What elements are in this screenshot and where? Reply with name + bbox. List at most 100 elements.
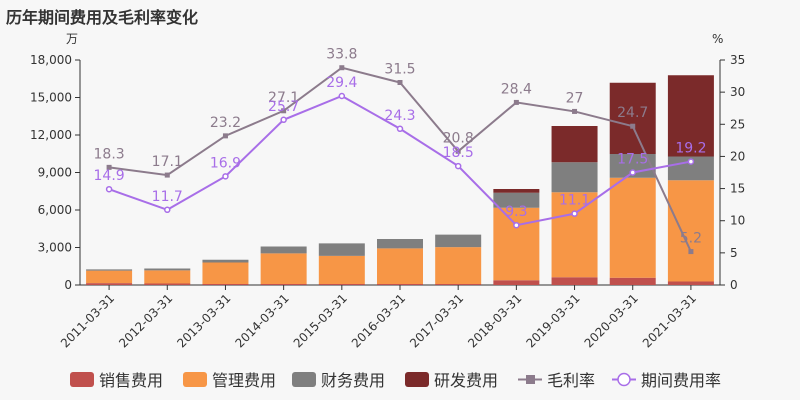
- y-right-unit: %: [712, 32, 723, 46]
- x-tick-label: 2017-03-31: [407, 291, 466, 350]
- y-left-tick-label: 6,000: [38, 203, 72, 217]
- gross-margin-label: 24.7: [617, 105, 648, 121]
- legend-label: 管理费用: [212, 371, 276, 390]
- gross-margin-label: 33.8: [326, 47, 357, 63]
- bar-segment: [609, 277, 656, 285]
- bars: [86, 75, 714, 285]
- legend: 销售费用 管理费用 财务费用 研发费用 毛利率 期间费用率: [70, 371, 721, 390]
- gross-margin-point: [281, 108, 287, 114]
- gross-margin-point: [397, 80, 403, 85]
- legend-swatch: [405, 372, 429, 387]
- legend-label: 财务费用: [321, 371, 385, 390]
- gross-margin-point: [164, 172, 170, 178]
- bar-segment: [667, 156, 714, 181]
- bar-segment: [667, 75, 714, 157]
- expense-rate-label: 9.3: [505, 204, 527, 220]
- expense-rate-point: [687, 158, 695, 165]
- bar-segment: [144, 283, 191, 285]
- expense-rate-label: 25.7: [268, 99, 299, 115]
- legend-swatch: [183, 372, 207, 387]
- bar-segment: [493, 280, 540, 285]
- gross-margin-point: [222, 133, 228, 139]
- expense-rate-point: [454, 162, 462, 170]
- y-left-unit: 万: [66, 32, 78, 46]
- legend-marker: [617, 372, 631, 387]
- bar-segment: [493, 207, 540, 281]
- y-left-tick-label: 0: [64, 278, 72, 292]
- legend-label: 毛利率: [547, 371, 595, 390]
- x-tick-label: 2020-03-31: [582, 291, 641, 350]
- expense-rate-label: 11.1: [559, 193, 590, 209]
- bar-segment: [551, 192, 598, 278]
- legend-marker: [526, 375, 535, 384]
- y-right-tick-label: 20: [730, 149, 745, 163]
- bar-segment: [260, 246, 307, 254]
- gross-margin-label: 20.8: [443, 130, 474, 146]
- legend-label: 销售费用: [99, 371, 163, 390]
- expense-rate-point: [222, 173, 229, 180]
- x-tick-label: 2013-03-31: [174, 291, 233, 350]
- bar-segment: [318, 243, 365, 256]
- bar-segment: [667, 180, 714, 282]
- bar-segment: [609, 82, 656, 154]
- bar-segment: [202, 284, 249, 285]
- bar-segment: [377, 239, 423, 249]
- y-right-tick-label: 0: [730, 278, 738, 292]
- bar-segment: [493, 192, 540, 208]
- expense-rate-point: [105, 185, 113, 193]
- x-tick-label: 2018-03-31: [465, 291, 524, 350]
- gross-margin-label: 23.2: [210, 115, 241, 131]
- expense-rate-point: [396, 125, 404, 133]
- gross-margin-point: [572, 108, 578, 114]
- bar-segment: [435, 284, 482, 285]
- expense-rate-label: 16.9: [210, 155, 241, 171]
- bar-segment: [144, 268, 191, 271]
- bar-segment: [667, 281, 714, 285]
- bar-segment: [551, 277, 598, 285]
- y-left-tick-label: 15,000: [30, 91, 72, 105]
- legend-swatch: [292, 372, 316, 387]
- expense-rate-label: 14.9: [94, 168, 125, 184]
- expense-rate-label: 17.5: [617, 152, 648, 168]
- bar-segment: [493, 189, 540, 193]
- y-right-tick-label: 10: [730, 214, 745, 228]
- legend-swatch: [70, 372, 94, 387]
- gross-margin-point: [513, 99, 519, 105]
- bar-segment: [202, 259, 249, 263]
- bar-segment: [435, 234, 482, 248]
- page-title: 历年期间费用及毛利率变化: [6, 8, 199, 27]
- gross-margin-point: [688, 249, 694, 255]
- expense-rate-label: 24.3: [384, 108, 415, 124]
- bar-segment: [144, 270, 191, 284]
- bar-segment: [551, 162, 598, 193]
- gross-margin-point: [106, 164, 112, 170]
- bar-segment: [318, 255, 365, 284]
- x-tick-label: 2016-03-31: [349, 291, 408, 350]
- bar-segment: [377, 248, 423, 284]
- x-tick-label: 2021-03-31: [640, 291, 699, 350]
- gross-margin-label: 28.4: [501, 81, 532, 97]
- y-right-tick-label: 30: [730, 85, 745, 99]
- x-tick-label: 2015-03-31: [291, 291, 350, 350]
- y-left-tick-label: 3,000: [38, 241, 72, 255]
- expense-rate-label: 29.4: [326, 75, 357, 91]
- y-right-tick-label: 5: [730, 246, 738, 260]
- x-tick-label: 2019-03-31: [523, 291, 582, 350]
- expense-rate-point: [513, 221, 520, 229]
- bar-segment: [318, 284, 365, 285]
- gross-margin-label: 27: [566, 90, 584, 106]
- x-tick-label: 2014-03-31: [233, 291, 292, 350]
- gross-margin-point: [339, 65, 345, 71]
- bar-segment: [377, 284, 423, 285]
- y-right-tick-label: 35: [730, 53, 745, 67]
- y-left-tick-label: 9,000: [38, 166, 72, 180]
- bar-segment: [260, 253, 307, 284]
- gross-margin-label: 18.3: [94, 146, 125, 162]
- y-left-tick-label: 12,000: [30, 128, 72, 142]
- y-left-tick-label: 18,000: [30, 53, 72, 67]
- gross-margin-label: 27.1: [268, 90, 299, 106]
- gross-margin-line: [108, 66, 692, 252]
- expense-rate-point: [164, 206, 171, 214]
- bar-segment: [86, 283, 133, 285]
